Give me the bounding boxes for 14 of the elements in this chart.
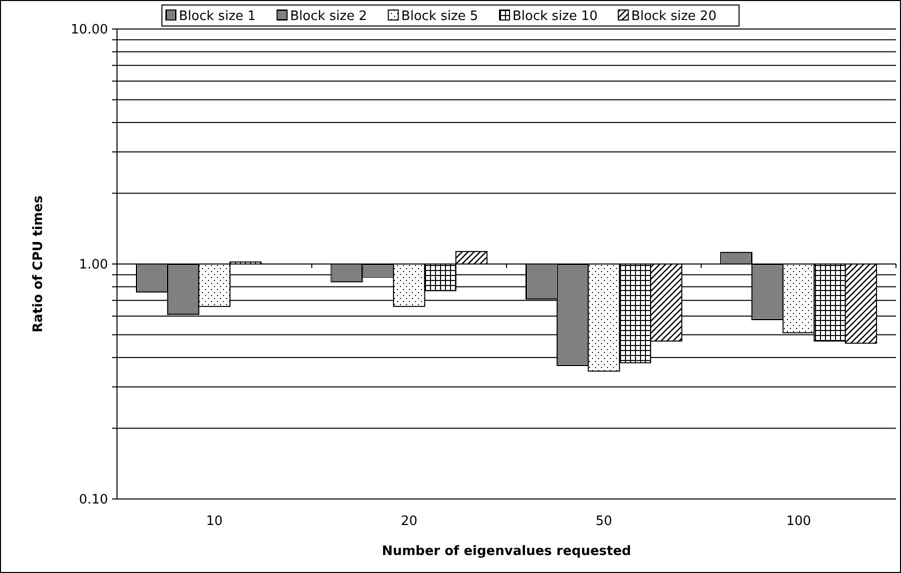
legend-label: Block size 10 bbox=[512, 9, 598, 24]
y-tick-label: 1.00 bbox=[79, 258, 108, 273]
legend-label: Block size 2 bbox=[290, 9, 368, 24]
x-tick-label: 50 bbox=[596, 514, 612, 529]
legend-label: Block size 20 bbox=[631, 9, 716, 24]
y-tick-label: 10.00 bbox=[70, 22, 108, 38]
legend-label: Block size 1 bbox=[178, 9, 256, 24]
y-axis-title: Ratio of CPU times bbox=[31, 195, 46, 332]
legend-label: Block size 5 bbox=[401, 9, 478, 24]
x-tick-label: 100 bbox=[786, 514, 812, 529]
x-tick-label: 10 bbox=[206, 514, 223, 529]
x-tick-label: 20 bbox=[400, 514, 418, 529]
x-axis-title: Number of eigenvalues requested bbox=[382, 544, 632, 559]
y-tick-label: 0.10 bbox=[79, 492, 108, 508]
